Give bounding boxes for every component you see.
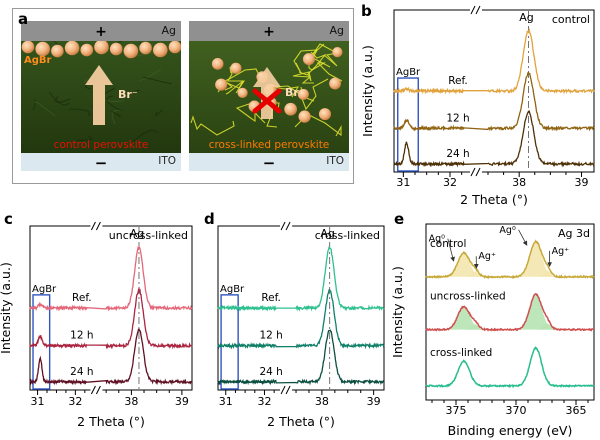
svg-text:Ref.: Ref.: [448, 75, 468, 87]
crosslinked-device-schematic: + Ag Br⁻ cross-linked perovskite − ITO: [189, 21, 349, 172]
svg-text:cross-linked perovskite: cross-linked perovskite: [209, 139, 330, 151]
svg-text:31: 31: [31, 395, 45, 408]
svg-text:370: 370: [506, 404, 527, 417]
panel-label-c: c: [4, 210, 13, 228]
panel-label-a: a: [18, 10, 29, 28]
svg-text:uncross-linked: uncross-linked: [109, 229, 188, 242]
plus-sign: +: [95, 24, 107, 40]
plus-sign: +: [263, 24, 275, 40]
svg-text:Ref.: Ref.: [72, 292, 92, 304]
ag-electrode-bar: + Ag: [189, 21, 349, 41]
svg-text:Intensity (a.u.): Intensity (a.u.): [360, 45, 375, 137]
svg-text:2 Theta (°): 2 Theta (°): [267, 414, 335, 429]
svg-text:24 h: 24 h: [259, 366, 282, 378]
svg-text:39: 39: [367, 395, 381, 408]
panel-a-schematic: + Ag Br⁻ AgBr control perovskite − ITO + A…: [12, 8, 354, 184]
svg-text:Br⁻: Br⁻: [285, 86, 305, 99]
svg-text:32: 32: [68, 395, 82, 408]
svg-text:AgBr: AgBr: [32, 284, 57, 295]
svg-text:cross-linked: cross-linked: [315, 229, 380, 242]
svg-text:control: control: [430, 238, 466, 250]
svg-text:12 h: 12 h: [446, 112, 469, 124]
svg-text:32: 32: [257, 395, 271, 408]
svg-text:Ag 3d: Ag 3d: [558, 227, 590, 240]
svg-text:Ag⁰: Ag⁰: [499, 225, 516, 236]
control-perovskite-graphic: Br⁻ AgBr control perovskite: [21, 35, 182, 153]
xrd-chart-crosslinked: 31 32 38 39 Ag AgBr Ref. 12 h 24 h cross-linked 2 …: [217, 221, 385, 429]
ito-substrate-bar: − ITO: [189, 153, 349, 172]
minus-sign: −: [262, 154, 276, 172]
electrode-label: Ag: [329, 24, 344, 37]
electrode-label: Ag: [161, 24, 176, 37]
svg-text:Ag: Ag: [320, 227, 335, 240]
xrd-chart-uncrosslinked: 31 32 38 39 Ag AgBr Ref. 12 h 24 h uncross-linked…: [0, 221, 193, 429]
perovskite-layer: Br⁻ cross-linked perovskite: [189, 41, 349, 153]
panel-label-d: d: [204, 210, 215, 228]
svg-text:31: 31: [396, 176, 410, 189]
svg-text:Ag⁰: Ag⁰: [429, 234, 446, 245]
panel-label-b: b: [361, 2, 372, 20]
svg-text:24 h: 24 h: [446, 148, 469, 160]
svg-text:Br⁻: Br⁻: [118, 88, 138, 101]
svg-text:31: 31: [219, 395, 233, 408]
svg-text:2 Theta (°): 2 Theta (°): [460, 192, 528, 207]
panel-label-e: e: [394, 210, 405, 228]
svg-text:24 h: 24 h: [70, 366, 93, 378]
svg-text:39: 39: [575, 176, 589, 189]
ito-substrate-bar: − ITO: [21, 153, 181, 172]
svg-text:control perovskite: control perovskite: [54, 139, 149, 151]
svg-text:AgBr: AgBr: [24, 55, 52, 66]
svg-text:365: 365: [566, 404, 587, 417]
svg-text:12 h: 12 h: [259, 330, 282, 342]
svg-text:Intensity (a.u.): Intensity (a.u.): [390, 266, 405, 358]
svg-text:AgBr: AgBr: [220, 284, 245, 295]
xrd-chart-control: 31 32 38 39 Ag AgBr Ref. 12 h 24 h control 2 Theta…: [360, 5, 595, 207]
xps-chart-ag3d: 375 370 365controlAg⁰Ag⁺Ag⁰Ag⁺uncross-link…: [390, 223, 595, 438]
svg-text:38: 38: [124, 395, 138, 408]
svg-text:32: 32: [443, 176, 457, 189]
svg-text:AgBr: AgBr: [396, 67, 421, 78]
svg-text:38: 38: [315, 395, 329, 408]
svg-text:2 Theta (°): 2 Theta (°): [77, 414, 145, 429]
svg-text:Intensity (a.u.): Intensity (a.u.): [0, 262, 13, 354]
perovskite-layer: Br⁻ AgBr control perovskite: [21, 35, 182, 153]
substrate-label: ITO: [326, 155, 344, 167]
svg-text:375: 375: [446, 404, 467, 417]
svg-text:12 h: 12 h: [70, 330, 93, 342]
svg-text:Ag⁺: Ag⁺: [478, 251, 496, 262]
svg-text:Ag: Ag: [130, 227, 145, 240]
crosslinked-perovskite-graphic: Br⁻ cross-linked perovskite: [189, 41, 349, 153]
substrate-label: ITO: [158, 155, 176, 167]
svg-text:39: 39: [175, 395, 189, 408]
ag-electrode-bar: + Ag: [21, 21, 181, 41]
svg-text:Ag: Ag: [519, 11, 534, 24]
minus-sign: −: [94, 154, 108, 172]
svg-text:Ag⁺: Ag⁺: [552, 246, 570, 257]
svg-text:38: 38: [512, 176, 526, 189]
svg-text:Ref.: Ref.: [261, 292, 281, 304]
svg-text:Binding energy (eV): Binding energy (eV): [448, 423, 573, 438]
svg-text:control: control: [552, 13, 590, 26]
control-device-schematic: + Ag Br⁻ AgBr control perovskite − ITO: [21, 21, 182, 172]
svg-text:uncross-linked: uncross-linked: [430, 291, 506, 303]
svg-text:cross-linked: cross-linked: [430, 347, 492, 359]
